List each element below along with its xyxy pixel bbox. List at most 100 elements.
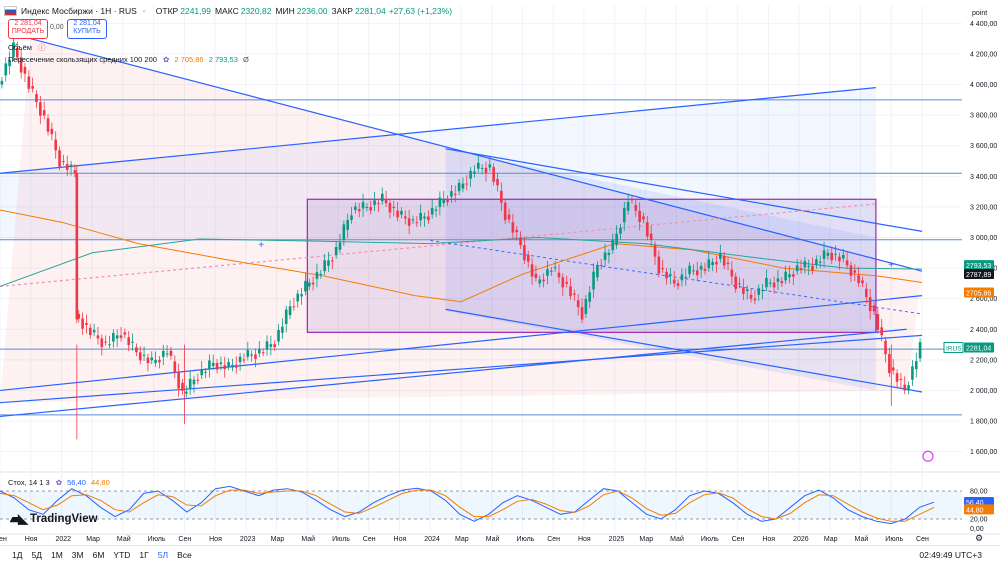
candle-body[interactable] [154,359,157,363]
candle-body[interactable] [127,337,130,346]
candle-body[interactable] [400,210,403,215]
candle-body[interactable] [542,279,545,282]
candle-body[interactable] [561,277,565,288]
candle-body[interactable] [868,297,872,312]
candle-body[interactable] [553,267,557,269]
candle-body[interactable] [473,171,476,174]
candle-body[interactable] [223,365,227,370]
candle-body[interactable] [469,170,472,179]
candle-body[interactable] [108,344,111,346]
candle-body[interactable] [669,274,672,276]
candle-body[interactable] [261,352,265,354]
candle-body[interactable] [396,210,399,218]
candle-body[interactable] [392,206,396,208]
candle-body[interactable] [615,233,618,246]
candle-body[interactable] [323,260,326,272]
candle-body[interactable] [188,378,192,389]
candle-body[interactable] [54,139,58,151]
candle-body[interactable] [300,294,303,297]
candle-body[interactable] [185,391,188,394]
volume-indicator[interactable]: Объём ⓘ [8,42,46,53]
candle-body[interactable] [39,102,42,116]
candle-body[interactable] [749,294,753,299]
trendline-dashed-blue[interactable] [430,240,923,315]
candle-body[interactable] [15,47,19,58]
ma-200-line[interactable] [0,236,923,287]
candle-body[interactable] [200,369,203,376]
anchor-cross-icon[interactable]: + [258,240,264,251]
candle-body[interactable] [100,338,104,348]
candle-body[interactable] [446,199,449,203]
trendline-channel-top[interactable] [445,148,923,232]
candle-body[interactable] [146,357,150,364]
candle-body[interactable] [619,227,622,234]
candle-body[interactable] [838,256,841,262]
candle-body[interactable] [538,279,542,284]
candle-body[interactable] [519,237,522,246]
candle-body[interactable] [845,260,849,266]
candle-body[interactable] [404,216,407,219]
candle-body[interactable] [380,193,384,202]
candle-body[interactable] [634,204,638,211]
candle-body[interactable] [415,222,419,224]
candle-body[interactable] [407,218,411,226]
candle-body[interactable] [680,274,684,281]
candle-body[interactable] [35,94,38,103]
candle-body[interactable] [753,298,757,301]
candle-body[interactable] [85,323,88,325]
candle-body[interactable] [434,209,438,211]
candle-body[interactable] [707,259,711,269]
candle-body[interactable] [31,86,34,89]
candle-body[interactable] [688,265,691,275]
candle-body[interactable] [818,261,822,263]
candle-body[interactable] [23,66,27,74]
candle-body[interactable] [803,261,807,268]
anchor-cross-icon[interactable]: + [888,260,894,271]
candle-body[interactable] [891,367,895,371]
settings-icon[interactable]: ✿ [163,55,170,64]
candle-body[interactable] [546,269,549,276]
candle-body[interactable] [215,362,219,370]
candle-body[interactable] [292,306,296,308]
candle-body[interactable] [8,59,11,67]
candle-body[interactable] [888,354,891,374]
candle-body[interactable] [853,270,857,273]
candle-body[interactable] [204,371,207,373]
candle-body[interactable] [872,305,876,312]
candle-body[interactable] [646,222,649,237]
candle-body[interactable] [281,326,284,333]
candle-body[interactable] [626,202,630,211]
candle-body[interactable] [569,286,572,297]
candle-body[interactable] [373,200,376,205]
candle-body[interactable] [684,276,688,278]
trendline-main-falling[interactable] [30,38,923,272]
candle-body[interactable] [123,332,127,335]
stoch-k-line[interactable] [0,485,935,525]
candle-body[interactable] [142,354,146,356]
candle-body[interactable] [438,197,442,207]
candle-body[interactable] [914,361,918,370]
candle-body[interactable] [158,359,161,363]
candle-body[interactable] [730,269,734,277]
candle-body[interactable] [234,364,238,368]
candle-body[interactable] [757,288,761,295]
candle-body[interactable] [411,219,415,221]
candle-body[interactable] [903,384,907,391]
candle-body[interactable] [377,203,380,205]
trendline-lower-rising-2[interactable] [0,334,923,404]
range-rectangle[interactable] [306,198,877,333]
trendline-upper-rising[interactable] [0,87,876,174]
candle-body[interactable] [42,110,46,116]
candle-body[interactable] [580,307,584,320]
candle-body[interactable] [734,276,737,289]
candle-body[interactable] [115,335,119,339]
candle-body[interactable] [511,222,515,233]
candle-body[interactable] [911,366,914,380]
candle-body[interactable] [592,271,595,290]
candle-body[interactable] [450,191,453,197]
candle-body[interactable] [611,239,615,251]
candle-body[interactable] [772,282,776,288]
candle-body[interactable] [461,183,465,189]
candle-body[interactable] [350,215,353,220]
candle-body[interactable] [427,216,430,221]
